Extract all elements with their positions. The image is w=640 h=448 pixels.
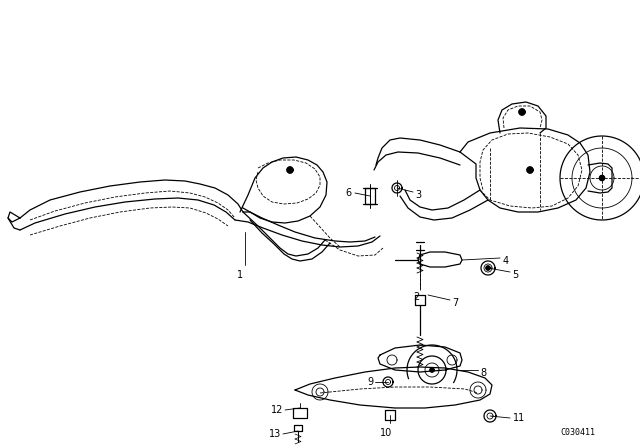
Polygon shape [486,266,490,270]
Polygon shape [527,167,533,173]
Text: 5: 5 [512,270,518,280]
Polygon shape [600,176,605,181]
Polygon shape [430,368,434,372]
Text: 1: 1 [237,270,243,280]
Text: 3: 3 [415,190,421,200]
Text: 13: 13 [269,429,281,439]
Text: 9: 9 [367,377,373,387]
Text: 7: 7 [452,298,458,308]
Text: 2: 2 [413,292,419,302]
Text: 4: 4 [503,256,509,266]
Polygon shape [519,109,525,115]
Polygon shape [287,167,293,173]
Text: 11: 11 [513,413,525,423]
Text: C030411: C030411 [560,427,595,436]
Text: 8: 8 [480,368,486,378]
Text: 6: 6 [346,188,352,198]
Text: 10: 10 [380,428,392,438]
Text: 12: 12 [271,405,283,415]
